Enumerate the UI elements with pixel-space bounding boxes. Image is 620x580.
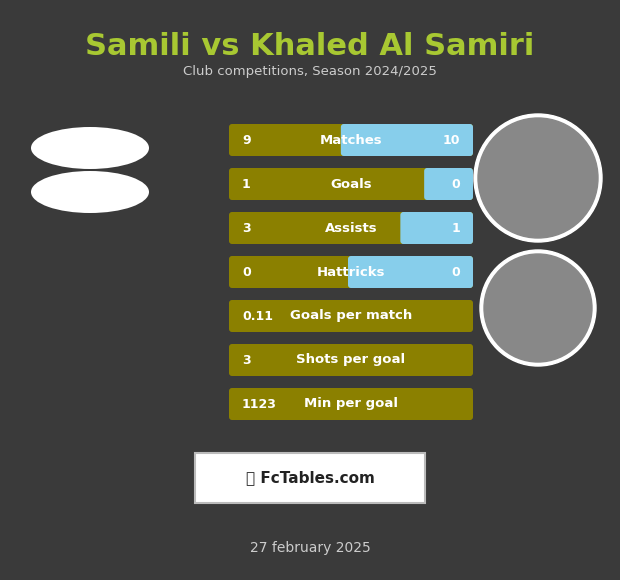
Text: Samili vs Khaled Al Samiri: Samili vs Khaled Al Samiri: [86, 32, 534, 61]
FancyBboxPatch shape: [229, 256, 473, 288]
Text: 10: 10: [443, 133, 460, 147]
Text: 3: 3: [242, 222, 250, 234]
Text: Goals per match: Goals per match: [290, 310, 412, 322]
FancyBboxPatch shape: [348, 256, 473, 288]
Text: 0.11: 0.11: [242, 310, 273, 322]
Text: 0: 0: [242, 266, 250, 278]
Text: 27 february 2025: 27 february 2025: [250, 541, 370, 555]
Text: 3: 3: [242, 353, 250, 367]
Text: Hattricks: Hattricks: [317, 266, 385, 278]
Text: 9: 9: [242, 133, 250, 147]
FancyBboxPatch shape: [229, 300, 473, 332]
Circle shape: [480, 250, 596, 366]
FancyBboxPatch shape: [341, 124, 473, 156]
Text: Club competitions, Season 2024/2025: Club competitions, Season 2024/2025: [183, 65, 437, 78]
Text: Min per goal: Min per goal: [304, 397, 398, 411]
FancyBboxPatch shape: [401, 212, 473, 244]
FancyBboxPatch shape: [229, 212, 473, 244]
FancyBboxPatch shape: [229, 344, 473, 376]
Text: Assists: Assists: [325, 222, 378, 234]
Circle shape: [478, 118, 598, 238]
Text: Matches: Matches: [320, 133, 383, 147]
FancyBboxPatch shape: [424, 168, 473, 200]
Ellipse shape: [31, 171, 149, 213]
FancyBboxPatch shape: [195, 453, 425, 503]
Ellipse shape: [31, 127, 149, 169]
Circle shape: [474, 114, 602, 242]
Circle shape: [484, 254, 592, 362]
FancyBboxPatch shape: [229, 124, 473, 156]
Text: 0: 0: [451, 266, 460, 278]
Text: 1: 1: [242, 177, 250, 190]
FancyBboxPatch shape: [229, 388, 473, 420]
FancyBboxPatch shape: [229, 168, 473, 200]
Text: 1: 1: [451, 222, 460, 234]
Text: 0: 0: [451, 177, 460, 190]
Text: 1123: 1123: [242, 397, 277, 411]
Text: Goals: Goals: [330, 177, 372, 190]
Text: Shots per goal: Shots per goal: [296, 353, 405, 367]
Text: 📊 FcTables.com: 📊 FcTables.com: [246, 470, 374, 485]
